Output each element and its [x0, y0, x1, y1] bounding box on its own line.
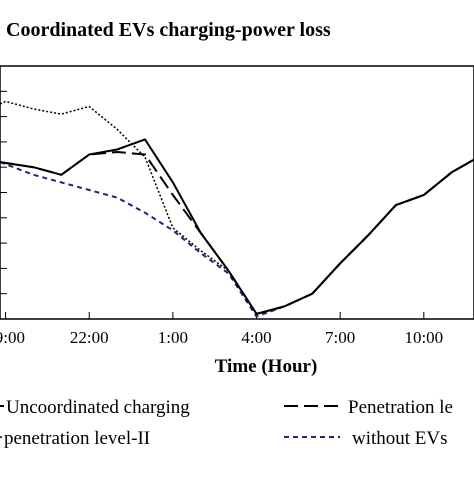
x-tick-label: 4:00	[241, 328, 271, 347]
legend-label-penetration-1: Penetration le	[348, 397, 453, 418]
series-line-uncoordinated-charging	[0, 138, 474, 315]
plot-area-frame	[0, 65, 474, 320]
x-axis-label: Time (Hour)	[215, 356, 318, 377]
legend: Uncoordinated charging Penetration le pe…	[0, 397, 453, 449]
x-tick-label: 19:00	[0, 328, 25, 347]
x-tick-label: 7:00	[325, 328, 355, 347]
legend-label-penetration-2: penetration level-II	[4, 428, 150, 449]
series-line-penetration-level-i	[0, 151, 474, 315]
legend-label-uncoordinated: Uncoordinated charging	[6, 397, 190, 418]
x-tick-label: 1:00	[158, 328, 188, 347]
series-group	[0, 100, 474, 318]
series-line-without-evs	[0, 158, 474, 318]
legend-label-without-evs: without EVs	[352, 428, 448, 449]
chart-title: Coordinated EVs charging-power loss	[6, 19, 331, 41]
x-tick-label: 22:00	[70, 328, 109, 347]
x-ticks: 19:00 22:00 1:00 4:00 7:00 10:00	[0, 90, 443, 347]
x-tick-label: 10:00	[404, 328, 443, 347]
